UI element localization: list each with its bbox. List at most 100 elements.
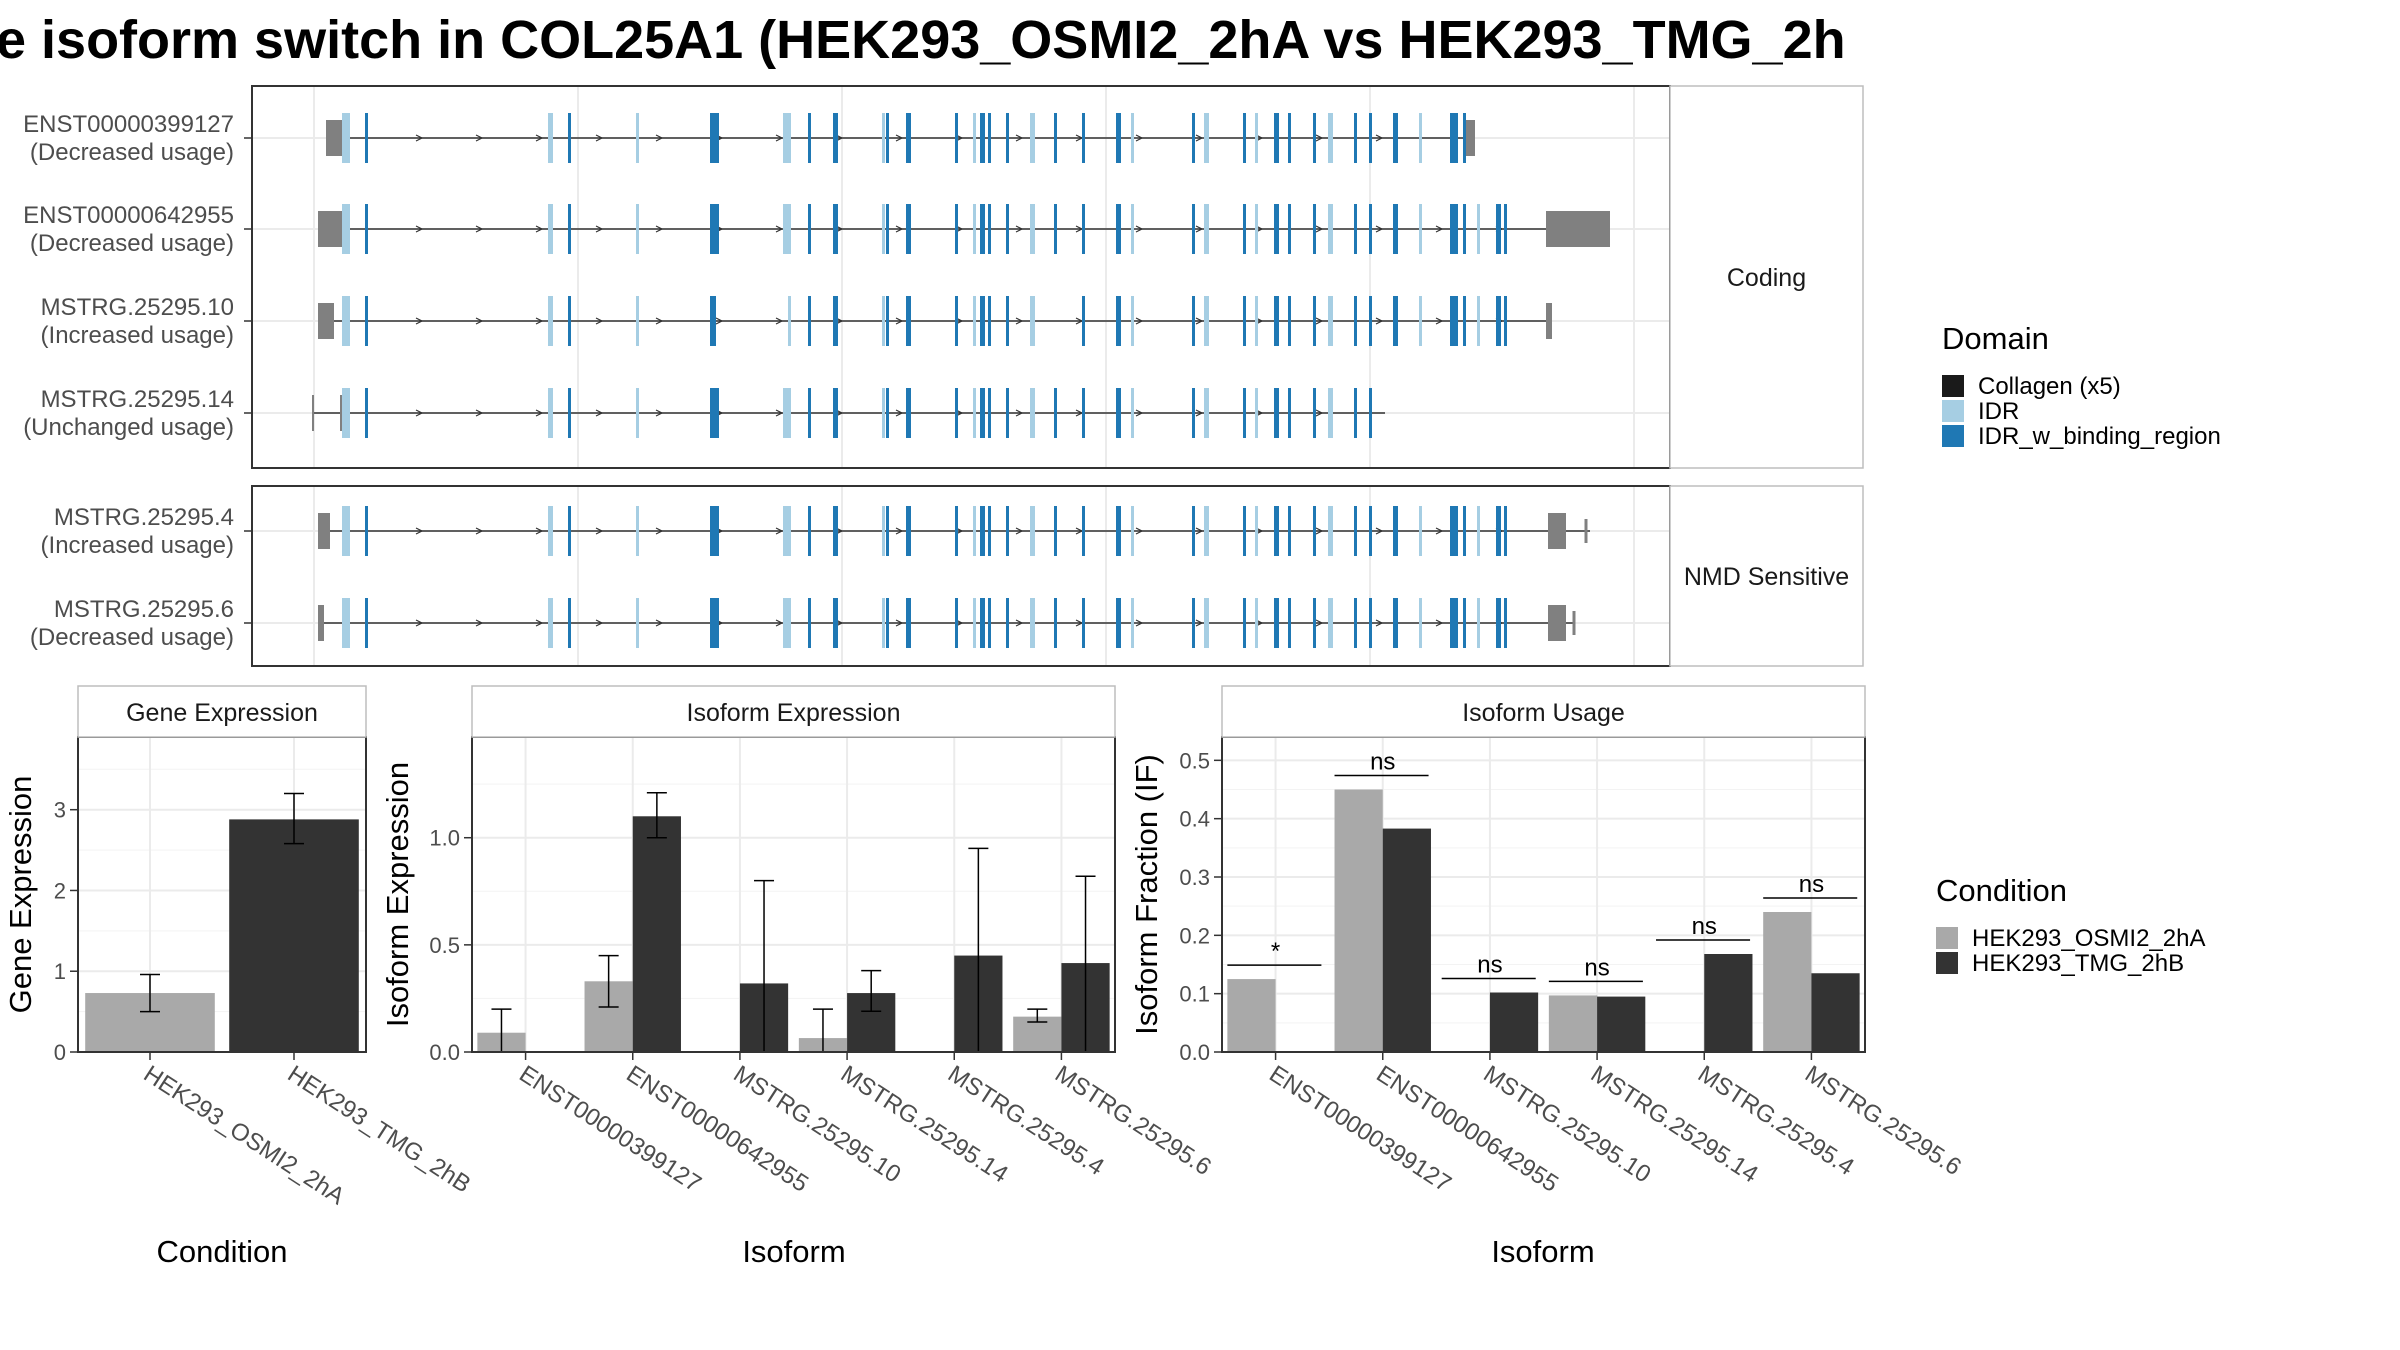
domain-exon	[365, 388, 368, 438]
domain-exon	[1255, 388, 1258, 438]
isoform-track	[326, 113, 1475, 163]
domain-exon	[1116, 506, 1121, 556]
strand-arrow	[1015, 527, 1024, 535]
bar-charts: Gene Expression0123HEK293_OSMI2_2hAHEK29…	[3, 685, 1966, 1269]
domain-exon	[988, 506, 991, 556]
domain-exon	[1463, 506, 1466, 556]
domain-exon	[568, 204, 571, 254]
domain-exon	[1354, 204, 1357, 254]
domain-exon	[808, 388, 811, 438]
domain-exon	[906, 296, 911, 346]
domain-exon	[548, 204, 553, 254]
x-tick-label: ENST00000399127	[1264, 1060, 1456, 1197]
domain-exon	[1243, 113, 1246, 163]
y-tick-label: 1.0	[429, 826, 460, 851]
domain-exon	[716, 598, 719, 648]
isoform-name-label: MSTRG.25295.4	[54, 504, 234, 531]
domain-exon	[1288, 204, 1291, 254]
domain-exon	[1006, 598, 1009, 648]
strand-arrow	[1195, 317, 1204, 325]
chart-title: Gene Expression	[126, 699, 318, 727]
strand-arrow	[655, 225, 664, 233]
significance-label: ns	[1370, 749, 1395, 776]
y-tick-label: 0.5	[429, 933, 460, 958]
chart-title: Isoform Expression	[687, 699, 901, 727]
domain-exon	[882, 506, 885, 556]
domain-exon	[1328, 388, 1333, 438]
domain-exon	[342, 598, 347, 648]
domain-exon	[833, 388, 838, 438]
domain-exon	[1354, 388, 1357, 438]
domain-exon	[988, 388, 991, 438]
strand-arrow	[1195, 134, 1204, 142]
strand-arrow	[475, 317, 484, 325]
domain-exon	[1354, 113, 1357, 163]
domain-exon	[1393, 598, 1398, 648]
bar	[1763, 912, 1812, 1052]
domain-exon	[783, 113, 788, 163]
domain-exon	[1274, 598, 1279, 648]
domain-exon	[973, 204, 976, 254]
strand-arrow	[655, 317, 664, 325]
domain-exon	[1030, 296, 1035, 346]
x-axis-label: Condition	[157, 1234, 288, 1269]
domain-exon	[1453, 113, 1458, 163]
strand-arrow	[775, 317, 784, 325]
strand-arrow	[775, 409, 784, 417]
domain-exon	[1419, 204, 1422, 254]
utr-block	[318, 513, 330, 549]
strand-arrow	[1315, 317, 1324, 325]
domain-exon	[347, 113, 350, 163]
isoform-status-label: (Decreased usage)	[30, 624, 234, 651]
domain-exon	[1354, 296, 1357, 346]
domain-exon	[906, 388, 911, 438]
domain-exon	[1006, 296, 1009, 346]
domain-exon	[1082, 598, 1085, 648]
strand-arrow	[1015, 619, 1024, 627]
domain-exon	[1243, 506, 1246, 556]
isoform-name-label: MSTRG.25295.14	[41, 386, 234, 413]
strand-arrow	[415, 317, 424, 325]
y-tick-label: 3	[54, 798, 66, 823]
strand-arrow	[535, 134, 544, 142]
strand-arrow	[1435, 527, 1444, 535]
isoform-status-label: (Decreased usage)	[30, 230, 234, 257]
strand-arrow	[715, 317, 724, 325]
significance-label: ns	[1477, 952, 1502, 979]
domain-exon	[1131, 113, 1134, 163]
legend-swatch	[1942, 400, 1964, 422]
domain-exon	[906, 113, 911, 163]
domain-exon	[568, 598, 571, 648]
domain-exon	[1453, 296, 1458, 346]
domain-exon	[882, 598, 885, 648]
strand-arrow	[535, 409, 544, 417]
domain-exon	[1369, 296, 1372, 346]
domain-exon	[1393, 296, 1398, 346]
isoform-name-label: MSTRG.25295.6	[54, 596, 234, 623]
domain-exon	[636, 506, 639, 556]
domain-exon	[980, 204, 985, 254]
legend-title: Condition	[1936, 873, 2067, 908]
facet-strip	[1669, 85, 1864, 469]
isoform-name-label: ENST00000399127	[23, 111, 234, 138]
domain-exon	[788, 598, 791, 648]
domain-exon	[1274, 296, 1279, 346]
strand-arrow	[535, 317, 544, 325]
strand-arrow	[1015, 134, 1024, 142]
domain-exon	[1504, 506, 1507, 556]
domain-exon	[1054, 388, 1057, 438]
domain-exon	[1453, 204, 1458, 254]
strand-arrow	[415, 409, 424, 417]
strand-arrow	[1015, 225, 1024, 233]
strand-arrow	[1315, 134, 1324, 142]
domain-exon	[568, 296, 571, 346]
domain-exon	[1496, 296, 1501, 346]
legend-label: HEK293_TMG_2hB	[1972, 950, 2184, 977]
domain-exon	[882, 388, 885, 438]
domain-exon	[636, 204, 639, 254]
isoform-track	[318, 598, 1576, 648]
domain-exon	[1131, 506, 1134, 556]
legend-label: HEK293_OSMI2_2hA	[1972, 925, 2205, 952]
isoform-status-label: (Increased usage)	[41, 322, 234, 349]
strand-arrow	[775, 619, 784, 627]
